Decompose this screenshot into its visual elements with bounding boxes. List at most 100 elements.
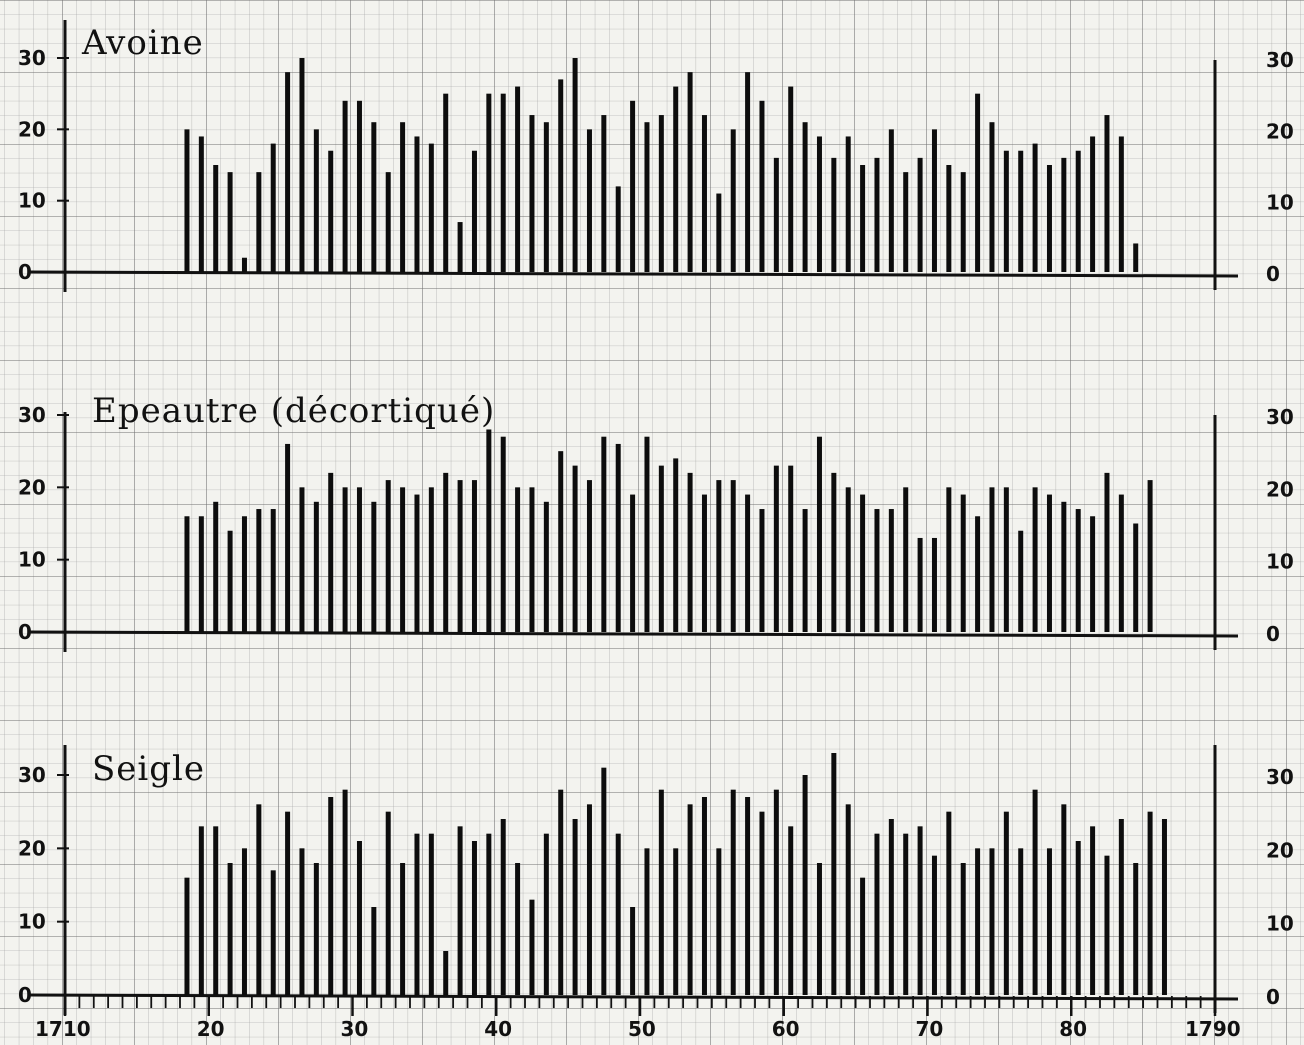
panel-avoine: Avoine 0 0 10 10 20 20 30 30 — [18, 20, 1294, 292]
x-tick-label: 50 — [628, 1017, 656, 1041]
bar — [572, 58, 578, 272]
bar — [658, 465, 664, 632]
bar — [385, 811, 391, 995]
bar — [860, 494, 866, 632]
bar — [831, 753, 837, 995]
panel-title-seigle: Seigle — [92, 749, 205, 789]
bar — [773, 789, 779, 995]
bar — [730, 129, 736, 272]
bar — [874, 509, 880, 632]
y-tick-label-left: 10 — [18, 910, 46, 934]
bar — [1075, 841, 1081, 995]
bar — [213, 826, 219, 995]
bar — [1046, 848, 1052, 995]
bar — [644, 122, 650, 272]
bar — [299, 848, 305, 995]
bar — [285, 443, 291, 632]
y-tick-label-left: 30 — [18, 46, 46, 70]
bar — [1118, 819, 1124, 995]
bar — [673, 848, 679, 995]
y-tick-label-right: 10 — [1266, 191, 1294, 215]
bar — [931, 537, 937, 632]
bar — [443, 472, 449, 632]
bar — [241, 848, 247, 995]
bar — [860, 877, 866, 995]
bar — [903, 172, 909, 272]
x-tick-label: 60 — [772, 1017, 800, 1041]
bar — [745, 494, 751, 632]
bar — [788, 826, 794, 995]
bar — [1118, 136, 1124, 272]
bar — [601, 767, 607, 995]
y-tick-label-left: 0 — [18, 983, 32, 1007]
y-tick-label-left: 30 — [18, 763, 46, 787]
bar — [586, 480, 592, 632]
bar — [213, 501, 219, 632]
x-axis-bottom: 1710 20 30 40 50 60 70 80 1790 — [35, 996, 1241, 1041]
bar — [256, 172, 262, 272]
bar — [313, 863, 319, 995]
bar — [931, 855, 937, 995]
bar — [342, 487, 348, 632]
bar — [471, 841, 477, 995]
bar — [586, 804, 592, 995]
bar — [673, 86, 679, 273]
bar — [788, 86, 794, 273]
bar — [500, 93, 506, 273]
bar — [1003, 811, 1009, 995]
bar — [1075, 509, 1081, 632]
bar — [486, 93, 492, 273]
bar — [400, 122, 406, 272]
bar — [960, 172, 966, 272]
bar — [701, 797, 707, 995]
bar — [443, 93, 449, 273]
bar — [328, 797, 334, 995]
bar — [400, 487, 406, 632]
bar — [874, 157, 880, 272]
bar — [457, 826, 463, 995]
bar — [515, 863, 521, 995]
bar — [558, 451, 564, 632]
x-axis-baseline — [29, 993, 1239, 1001]
bar — [457, 222, 463, 272]
bar — [572, 819, 578, 995]
bar — [802, 122, 808, 272]
bar — [356, 841, 362, 995]
bar — [529, 487, 535, 632]
bar — [1061, 157, 1067, 272]
bar — [816, 863, 822, 995]
bar — [227, 863, 233, 995]
bar — [888, 129, 894, 272]
bar — [802, 509, 808, 632]
x-tick-label: 1710 — [35, 1017, 91, 1041]
bar — [1032, 143, 1038, 272]
bar — [471, 150, 477, 272]
bar — [615, 186, 621, 272]
bar — [989, 848, 995, 995]
bar — [601, 115, 607, 272]
bar — [500, 436, 506, 632]
bar — [716, 480, 722, 632]
bar — [270, 509, 276, 632]
bar — [400, 863, 406, 995]
bar — [256, 509, 262, 632]
bar — [802, 775, 808, 995]
bar — [673, 458, 679, 632]
bar — [1046, 165, 1052, 272]
bar — [601, 436, 607, 632]
bar — [1075, 150, 1081, 272]
y-tick-label-left: 20 — [18, 475, 46, 499]
y-tick-label-right: 30 — [1266, 765, 1294, 789]
y-tick-label-left: 10 — [18, 548, 46, 572]
bar — [256, 804, 262, 995]
bar — [745, 72, 751, 273]
bar — [1147, 480, 1153, 632]
bar — [428, 487, 434, 632]
bar — [759, 100, 765, 272]
bar — [1090, 826, 1096, 995]
bar — [270, 143, 276, 272]
bar — [285, 72, 291, 273]
x-tick-label: 80 — [1059, 1017, 1087, 1041]
bar — [529, 115, 535, 272]
bar — [515, 86, 521, 273]
